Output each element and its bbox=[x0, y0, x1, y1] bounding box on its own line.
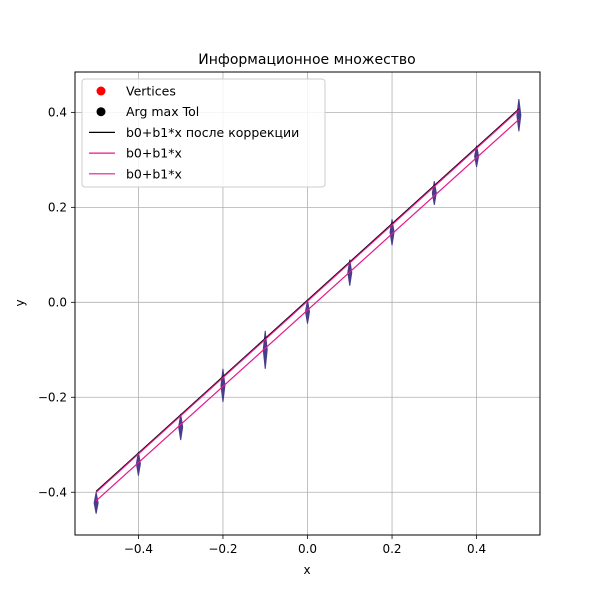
interval-bar bbox=[304, 299, 311, 324]
legend: Vertices Arg max Tol b0+b1*x после коррекц… bbox=[81, 78, 326, 188]
y-axis-label: y bbox=[13, 299, 27, 306]
chart-title: Информационное множество bbox=[198, 52, 416, 68]
ticks: −0.4 −0.2 0.0 0.2 0.4 −0.4 −0.2 0.0 0.2 0.4 bbox=[38, 105, 486, 556]
x-tick-label: 0.2 bbox=[382, 542, 401, 556]
legend-marker bbox=[96, 86, 106, 96]
regression-line bbox=[95, 109, 520, 493]
x-tick-label: 0.4 bbox=[467, 542, 486, 556]
y-tick-label: −0.2 bbox=[38, 390, 67, 404]
legend-box bbox=[81, 78, 326, 188]
legend-label: Arg max Tol bbox=[126, 104, 199, 119]
x-axis-label: x bbox=[303, 563, 310, 577]
legend-marker bbox=[96, 107, 106, 117]
interval-bars bbox=[93, 99, 522, 514]
x-tick-label: −0.2 bbox=[208, 542, 237, 556]
interval-bar bbox=[389, 219, 395, 246]
interval-bar bbox=[135, 451, 141, 476]
regression-lines bbox=[95, 108, 520, 502]
regression-line bbox=[95, 119, 520, 502]
legend-label: b0+b1*x bbox=[126, 146, 182, 161]
legend-label: b0+b1*x bbox=[126, 166, 182, 181]
y-tick-label: −0.4 bbox=[38, 485, 67, 499]
y-tick-label: 0.0 bbox=[48, 295, 67, 309]
y-tick-label: 0.4 bbox=[48, 105, 67, 119]
x-tick-label: −0.4 bbox=[124, 542, 153, 556]
interval-bar bbox=[431, 181, 437, 206]
legend-label: b0+b1*x после коррекции bbox=[126, 125, 299, 140]
y-tick-label: 0.2 bbox=[48, 200, 67, 214]
x-tick-label: 0.0 bbox=[298, 542, 317, 556]
interval-bar bbox=[262, 330, 268, 369]
legend-label: Vertices bbox=[126, 84, 176, 99]
regression-line bbox=[95, 108, 520, 492]
interval-bar bbox=[474, 145, 480, 168]
